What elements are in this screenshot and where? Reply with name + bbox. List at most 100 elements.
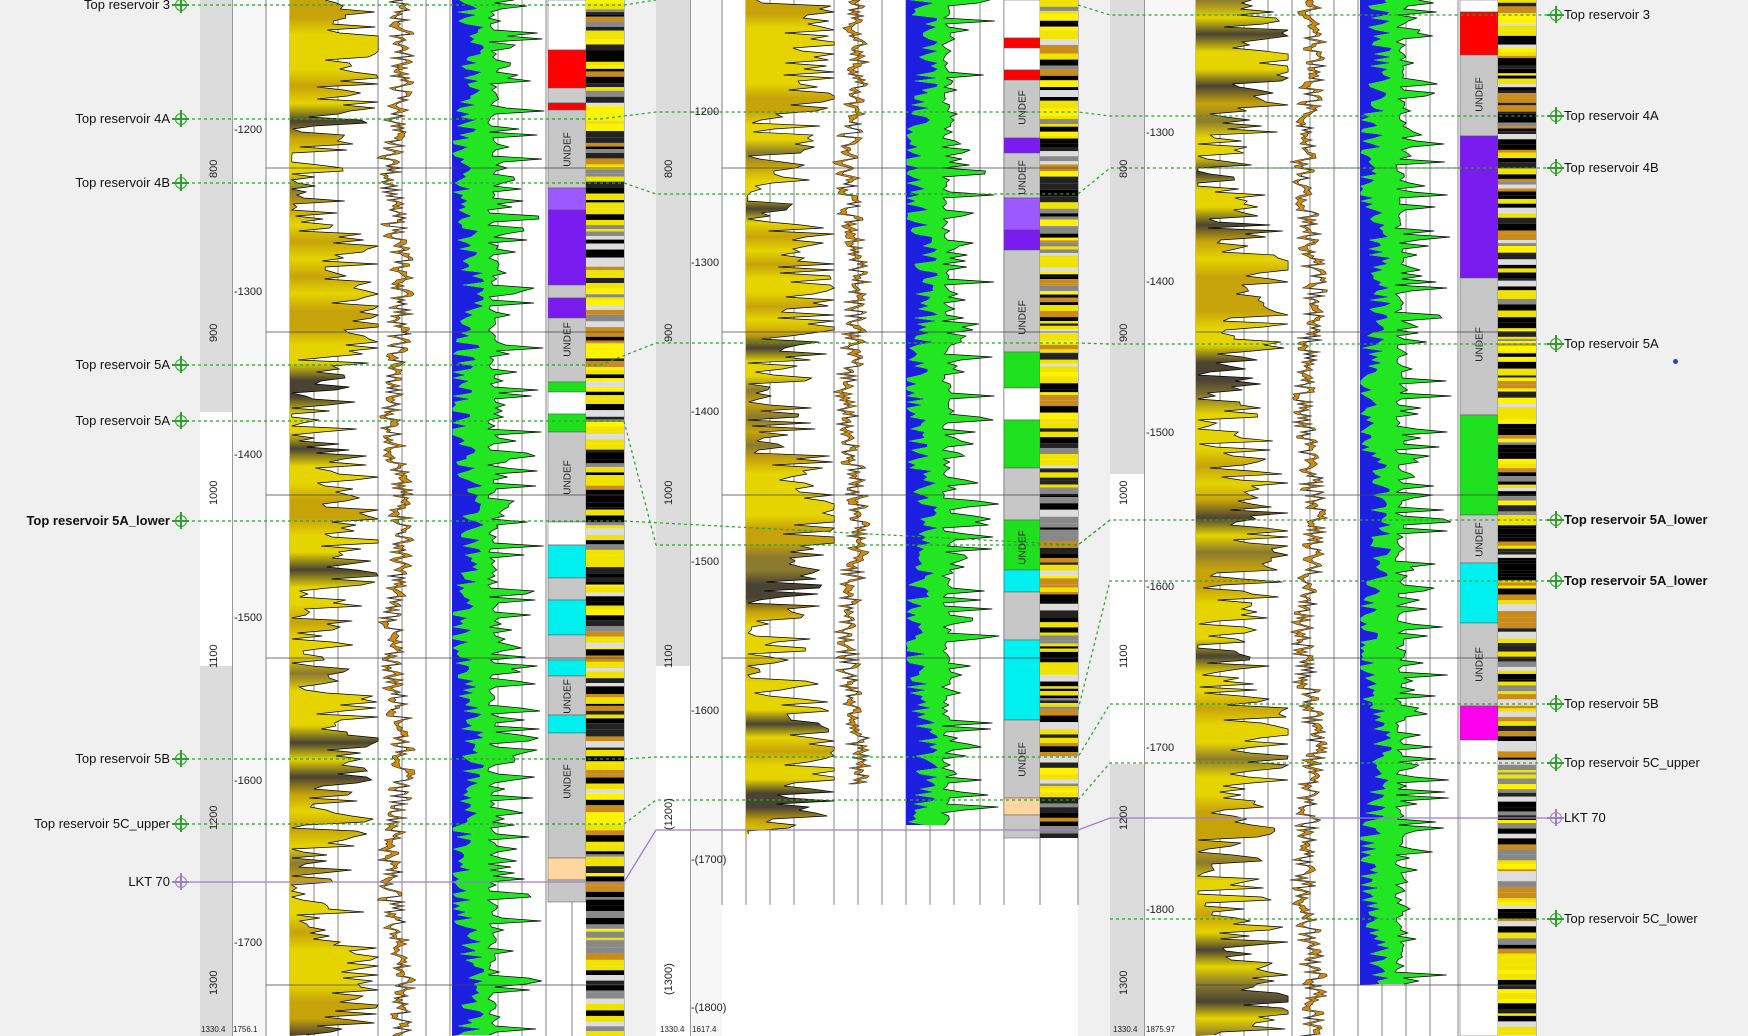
well2-facies-band	[1040, 783, 1078, 787]
well1-facies-band	[586, 131, 624, 138]
marker-crosshair-icon[interactable]	[172, 750, 189, 767]
well1-zonation-zone	[547, 544, 587, 579]
marker-crosshair-icon[interactable]	[1547, 695, 1564, 712]
well1-facies-band	[586, 346, 624, 352]
selection-dot[interactable]	[1673, 359, 1678, 364]
well3-facies-band	[1498, 537, 1536, 542]
marker-label-left[interactable]: Top reservoir 5A_lower	[26, 513, 170, 528]
tvd-tick-label: 800	[208, 159, 220, 178]
well2-facies-band	[1040, 695, 1078, 699]
marker-label-left[interactable]: Top reservoir 3	[84, 0, 170, 12]
marker-label-right[interactable]: Top reservoir 4A	[1564, 108, 1659, 123]
marker-crosshair-icon[interactable]	[172, 815, 189, 832]
marker-crosshair-icon[interactable]	[1547, 335, 1564, 352]
marker-label-left[interactable]: LKT 70	[128, 874, 170, 889]
marker-label-right[interactable]: Top reservoir 5A_lower	[1564, 512, 1708, 527]
marker-label-right[interactable]: Top reservoir 5A_lower	[1564, 573, 1708, 588]
well1-facies-band	[586, 549, 624, 556]
marker-crosshair-icon[interactable]	[1547, 107, 1564, 124]
corr-5a-lower-right	[1077, 580, 1555, 711]
well3-facies-band	[1498, 666, 1536, 671]
marker-crosshair-icon[interactable]	[1547, 6, 1564, 23]
well3-facies-band	[1498, 1003, 1536, 1010]
marker-label-right[interactable]: LKT 70	[1564, 810, 1606, 825]
marker-crosshair-icon[interactable]	[1547, 754, 1564, 771]
well2-facies-band	[1040, 578, 1078, 585]
marker-crosshair-icon[interactable]	[1547, 511, 1564, 528]
well1-md-scale[interactable]	[232, 0, 268, 1036]
well1-zonation-zone	[547, 732, 587, 859]
marker-label-right[interactable]: Top reservoir 4B	[1564, 160, 1659, 175]
marker-label-left[interactable]: Top reservoir 5A	[75, 413, 170, 428]
well3-zonation-zone	[1459, 622, 1499, 707]
marker-crosshair-icon[interactable]	[1547, 572, 1564, 589]
well1-facies-band	[586, 747, 624, 750]
marker-crosshair-icon[interactable]	[172, 512, 189, 529]
tvd-tick-label: 800	[663, 159, 675, 178]
well2-facies-band	[1040, 213, 1078, 217]
marker-crosshair-icon[interactable]	[172, 110, 189, 127]
marker-label-right[interactable]: Top reservoir 5C_lower	[1564, 911, 1698, 926]
well3-facies-band	[1498, 844, 1536, 850]
marker-label-right[interactable]: Top reservoir 5B	[1564, 696, 1659, 711]
well3-facies-band	[1498, 511, 1536, 516]
well3-facies-band	[1498, 631, 1536, 639]
well1-facies-band	[586, 830, 624, 836]
marker-label-right[interactable]: Top reservoir 5A	[1564, 336, 1659, 351]
well1-zonation-zone	[547, 659, 587, 677]
well2-facies-band	[1040, 468, 1078, 473]
well3-facies-band	[1498, 377, 1536, 381]
well3-facies-band	[1498, 744, 1536, 752]
well2-facies-band	[1040, 119, 1078, 125]
marker-crosshair-icon[interactable]	[1547, 910, 1564, 927]
well1-facies-band	[586, 854, 624, 857]
marker-label-left[interactable]: Top reservoir 5A	[75, 357, 170, 372]
well3-facies-band	[1498, 789, 1536, 793]
well1-facies-band	[586, 485, 624, 490]
well3-facies-band	[1498, 286, 1536, 291]
well2-facies-band	[1040, 459, 1078, 466]
well1-facies-band	[586, 264, 624, 267]
well3-facies-band	[1498, 938, 1536, 945]
marker-crosshair-icon[interactable]	[172, 356, 189, 373]
well2-facies-band	[1040, 333, 1078, 339]
well2-facies-band	[1040, 138, 1078, 144]
well3-facies-band	[1498, 397, 1536, 405]
marker-label-left[interactable]: Top reservoir 5C_upper	[34, 816, 170, 831]
marker-crosshair-icon[interactable]	[1547, 809, 1564, 826]
marker-crosshair-icon[interactable]	[172, 873, 189, 890]
well2-md-scale[interactable]	[690, 0, 724, 1036]
well1-facies-band	[586, 164, 624, 170]
well2-facies-band	[1040, 709, 1078, 716]
well2-gamma-fill	[746, 0, 835, 835]
marker-label-right[interactable]: Top reservoir 3	[1564, 7, 1650, 22]
marker-label-left[interactable]: Top reservoir 4A	[75, 111, 170, 126]
marker-label-left[interactable]: Top reservoir 5B	[75, 751, 170, 766]
marker-crosshair-icon[interactable]	[172, 0, 189, 13]
well1-facies-band	[586, 671, 624, 679]
well3-facies-band	[1498, 73, 1536, 76]
well1-facies-band	[586, 705, 624, 711]
well3-facies-band	[1498, 854, 1536, 861]
marker-label-right[interactable]: Top reservoir 5C_upper	[1564, 755, 1700, 770]
well2-facies-band	[1040, 688, 1078, 691]
marker-label-left[interactable]: Top reservoir 4B	[75, 175, 170, 190]
well1-facies-band	[586, 239, 624, 244]
marker-crosshair-icon[interactable]	[172, 412, 189, 429]
well2-facies-band	[1040, 541, 1078, 548]
depth-corner-left: 1330.4	[1113, 1025, 1138, 1034]
well3-facies-band	[1498, 412, 1536, 420]
well2-facies-band	[1040, 617, 1078, 623]
zone-label-undef: UNDEF	[562, 132, 574, 167]
well3-md-scale[interactable]	[1144, 0, 1198, 1036]
well2-facies-band	[1040, 734, 1078, 738]
well1-facies-band	[586, 609, 624, 616]
well1-facies-band	[586, 567, 624, 574]
zone-label-undef: UNDEF	[1474, 522, 1486, 557]
well2-facies-band	[1040, 746, 1078, 753]
marker-crosshair-icon[interactable]	[1547, 159, 1564, 176]
marker-crosshair-icon[interactable]	[172, 174, 189, 191]
well2-facies-band	[1040, 49, 1078, 54]
well2-facies-band	[1040, 428, 1078, 432]
well2-facies-band	[1040, 681, 1078, 687]
